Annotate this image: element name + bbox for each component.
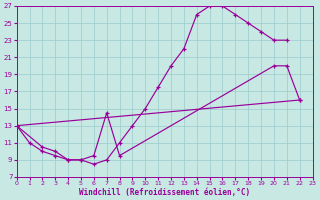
X-axis label: Windchill (Refroidissement éolien,°C): Windchill (Refroidissement éolien,°C) [79, 188, 250, 197]
